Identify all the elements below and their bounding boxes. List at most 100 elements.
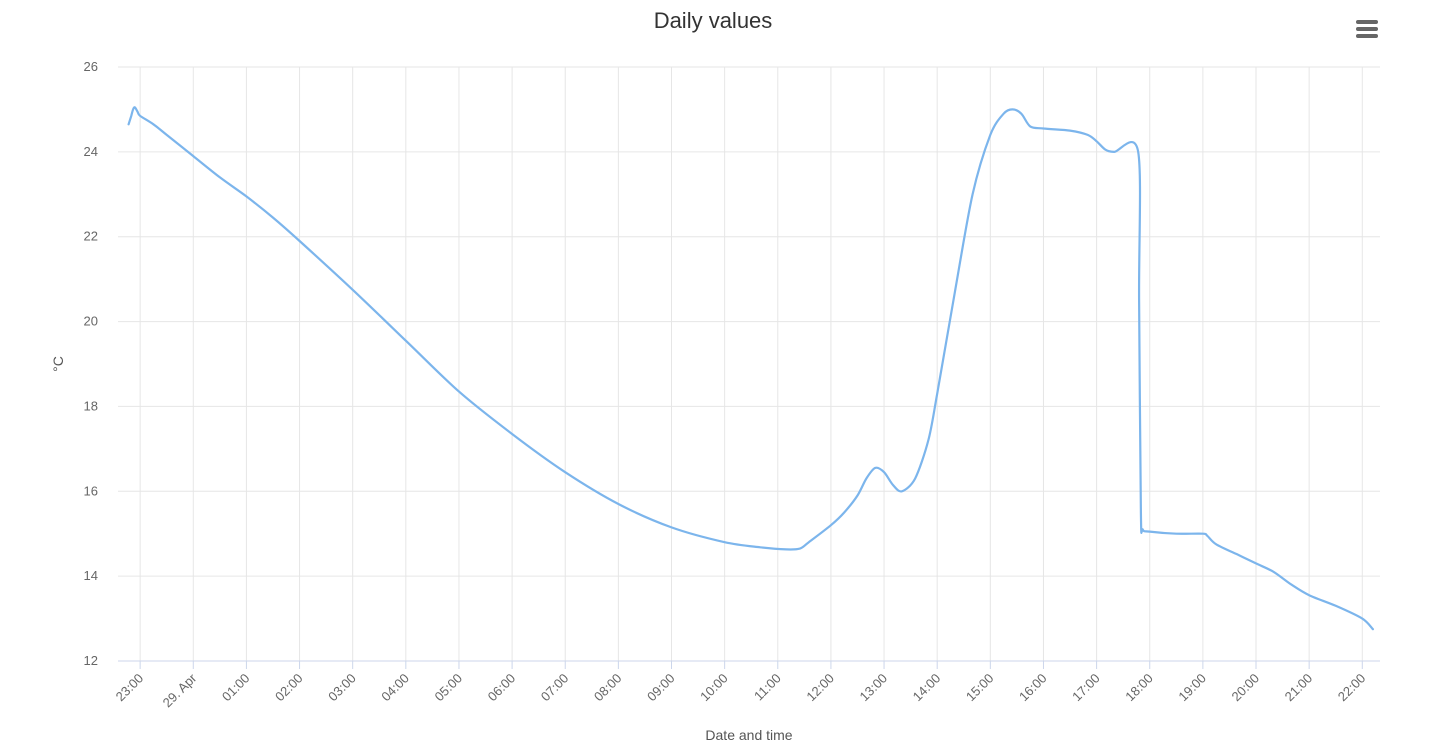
data-point[interactable] <box>1173 531 1179 537</box>
series-line[interactable] <box>127 106 1374 631</box>
data-point[interactable] <box>797 546 803 552</box>
data-point[interactable] <box>899 488 905 494</box>
series-layer <box>126 106 1376 632</box>
x-tick-label: 21:00 <box>1282 671 1316 705</box>
data-point[interactable] <box>1235 552 1241 558</box>
data-point[interactable] <box>615 501 621 507</box>
data-point[interactable] <box>722 539 728 545</box>
data-point[interactable] <box>562 469 568 475</box>
x-tick-label: 03:00 <box>325 671 359 705</box>
x-axis: 23:00 29. Apr 01:00 02:00 03:00 04:00 05:00 06:… <box>113 660 1380 710</box>
data-point[interactable] <box>912 476 918 482</box>
x-tick-label: 19:00 <box>1175 671 1209 705</box>
data-point[interactable] <box>952 289 958 295</box>
x-tick-label: 15:00 <box>963 671 997 705</box>
y-tick-label: 20 <box>84 314 98 329</box>
x-tick-label: 02:00 <box>272 671 306 705</box>
data-point[interactable] <box>1359 616 1365 622</box>
data-point[interactable] <box>403 338 409 344</box>
x-tick-label: 01:00 <box>219 671 253 705</box>
y-tick-label: 14 <box>84 568 98 583</box>
x-tick-label: 07:00 <box>538 671 572 705</box>
data-point[interactable] <box>881 469 887 475</box>
data-point[interactable] <box>456 389 462 395</box>
data-point[interactable] <box>270 215 276 221</box>
data-point[interactable] <box>1009 106 1015 112</box>
data-point[interactable] <box>1204 533 1210 539</box>
data-point[interactable] <box>1085 132 1091 138</box>
data-point[interactable] <box>1135 149 1141 155</box>
data-point[interactable] <box>164 132 170 138</box>
menu-bar <box>1356 20 1378 24</box>
data-point[interactable] <box>1136 297 1142 303</box>
chart-title: Daily values <box>653 8 773 33</box>
data-point[interactable] <box>1213 541 1219 547</box>
y-tick-label: 18 <box>84 398 98 413</box>
data-point[interactable] <box>890 482 896 488</box>
y-tick-label: 16 <box>84 483 98 498</box>
x-tick-label: 29. Apr <box>160 670 200 710</box>
y-axis: 12 14 16 18 20 22 24 26 <box>84 59 98 668</box>
data-point[interactable] <box>872 465 878 471</box>
data-point[interactable] <box>1138 510 1144 516</box>
data-point[interactable] <box>350 287 356 293</box>
data-point[interactable] <box>1040 126 1046 132</box>
y-tick-label: 12 <box>84 653 98 668</box>
data-point[interactable] <box>757 544 763 550</box>
data-point[interactable] <box>1111 149 1117 155</box>
data-point[interactable] <box>128 113 134 119</box>
x-tick-label: 09:00 <box>644 671 678 705</box>
y-axis-title: °C <box>50 356 66 372</box>
x-tick-label: 08:00 <box>591 671 625 705</box>
x-tick-label: 13:00 <box>857 671 891 705</box>
x-tick-label: 06:00 <box>485 671 519 705</box>
data-point[interactable] <box>1253 560 1259 566</box>
hamburger-menu-icon[interactable] <box>1352 14 1382 44</box>
data-point[interactable] <box>841 510 847 516</box>
x-tick-label: 20:00 <box>1229 671 1263 705</box>
x-tick-label: 17:00 <box>1069 671 1103 705</box>
y-tick-label: 24 <box>84 144 98 159</box>
data-point[interactable] <box>828 522 834 528</box>
data-point[interactable] <box>854 493 860 499</box>
data-point[interactable] <box>784 546 790 552</box>
data-point[interactable] <box>1067 128 1073 134</box>
data-point[interactable] <box>1027 123 1033 129</box>
data-point[interactable] <box>987 132 993 138</box>
data-point[interactable] <box>297 238 303 244</box>
data-point[interactable] <box>150 121 156 127</box>
data-point[interactable] <box>1001 111 1007 117</box>
data-point[interactable] <box>806 539 812 545</box>
data-point[interactable] <box>243 193 249 199</box>
x-tick-label: 05:00 <box>431 671 465 705</box>
data-point[interactable] <box>137 113 143 119</box>
data-point[interactable] <box>970 191 976 197</box>
data-point[interactable] <box>1018 111 1024 117</box>
data-point[interactable] <box>1306 592 1312 598</box>
x-tick-label: 11:00 <box>751 671 784 704</box>
data-point[interactable] <box>669 524 675 530</box>
y-tick-label: 22 <box>84 229 98 244</box>
data-point[interactable] <box>1370 626 1376 632</box>
x-tick-label: 23:00 <box>113 671 147 705</box>
data-point[interactable] <box>190 153 196 159</box>
data-point[interactable] <box>1102 147 1108 153</box>
x-tick-label: 04:00 <box>378 671 412 705</box>
data-point[interactable] <box>1147 529 1153 535</box>
data-point[interactable] <box>925 437 931 443</box>
data-point[interactable] <box>509 431 515 437</box>
x-tick-label: 18:00 <box>1122 671 1156 705</box>
data-point[interactable] <box>1271 569 1277 575</box>
x-tick-label: 12:00 <box>803 671 837 705</box>
data-point[interactable] <box>934 391 940 397</box>
x-tick-label: 10:00 <box>697 671 731 705</box>
data-point[interactable] <box>1333 603 1339 609</box>
data-point[interactable] <box>863 476 869 482</box>
data-point[interactable] <box>1288 582 1294 588</box>
data-point[interactable] <box>217 174 223 180</box>
data-point[interactable] <box>1094 138 1100 144</box>
data-point[interactable] <box>1140 526 1146 532</box>
x-axis-title: Date and time <box>705 727 792 743</box>
data-point[interactable] <box>126 121 132 127</box>
